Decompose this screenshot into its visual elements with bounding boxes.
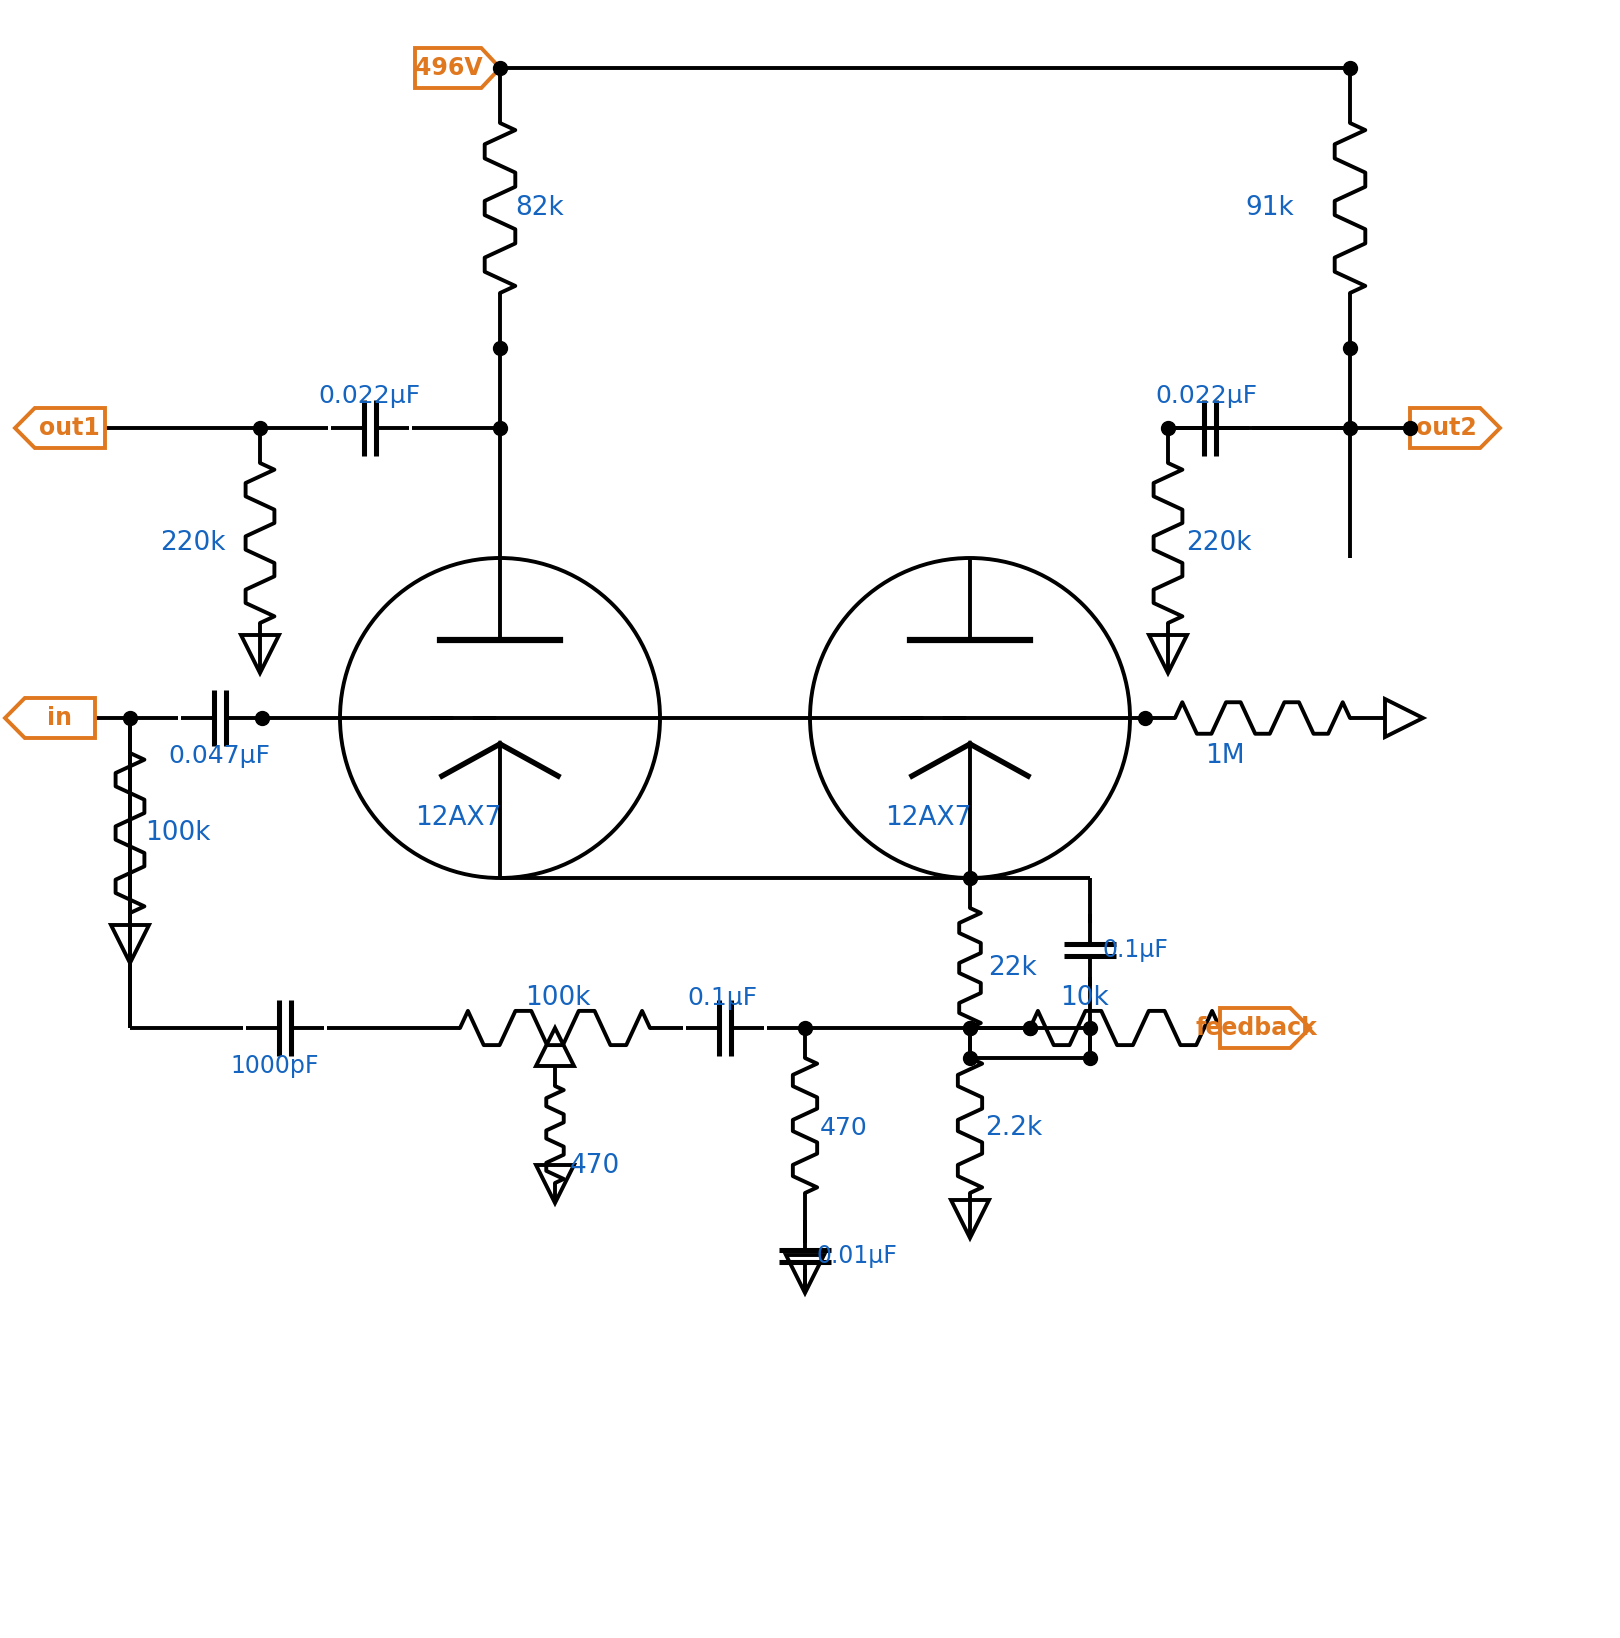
Text: out2: out2: [1416, 416, 1476, 441]
Text: 0.01μF: 0.01μF: [816, 1243, 897, 1268]
Text: 220k: 220k: [1186, 531, 1252, 555]
Point: [957, 865, 983, 891]
Text: 12AX7: 12AX7: [885, 804, 970, 830]
Text: 82k: 82k: [515, 195, 564, 221]
Point: [1396, 414, 1422, 441]
Point: [488, 414, 514, 441]
Text: 22k: 22k: [988, 955, 1037, 981]
Text: 0.022μF: 0.022μF: [1155, 383, 1257, 408]
Text: 2.2k: 2.2k: [985, 1115, 1042, 1142]
Text: 1000pF: 1000pF: [230, 1053, 319, 1078]
Text: 1M: 1M: [1205, 744, 1244, 768]
Text: in: in: [47, 706, 71, 731]
Point: [246, 414, 272, 441]
Point: [1336, 334, 1362, 360]
Point: [488, 56, 514, 82]
Text: 0.1μF: 0.1μF: [1102, 939, 1168, 962]
Text: feedback: feedback: [1196, 1016, 1317, 1040]
Point: [792, 1016, 818, 1042]
Text: 100k: 100k: [525, 984, 591, 1011]
Text: 0.022μF: 0.022μF: [318, 383, 420, 408]
Point: [1155, 414, 1181, 441]
Point: [1336, 414, 1362, 441]
Text: 10k: 10k: [1059, 984, 1108, 1011]
Point: [957, 1016, 983, 1042]
Text: 100k: 100k: [146, 821, 211, 845]
Point: [957, 1045, 983, 1071]
Point: [957, 1016, 983, 1042]
Point: [488, 334, 514, 360]
Point: [1017, 1016, 1043, 1042]
Text: 0.047μF: 0.047μF: [168, 744, 271, 768]
Text: 496V: 496V: [415, 56, 483, 80]
Text: 470: 470: [570, 1153, 620, 1179]
Point: [1017, 1016, 1043, 1042]
Text: 91k: 91k: [1246, 195, 1294, 221]
Point: [1077, 1045, 1103, 1071]
Point: [1132, 704, 1158, 731]
Text: 0.1μF: 0.1μF: [687, 986, 757, 1011]
Text: out1: out1: [39, 416, 99, 441]
Point: [1336, 56, 1362, 82]
Point: [249, 704, 275, 731]
Point: [1077, 1016, 1103, 1042]
Point: [117, 704, 143, 731]
Text: 12AX7: 12AX7: [415, 804, 501, 830]
Text: 220k: 220k: [160, 531, 225, 555]
Text: 470: 470: [820, 1115, 868, 1140]
